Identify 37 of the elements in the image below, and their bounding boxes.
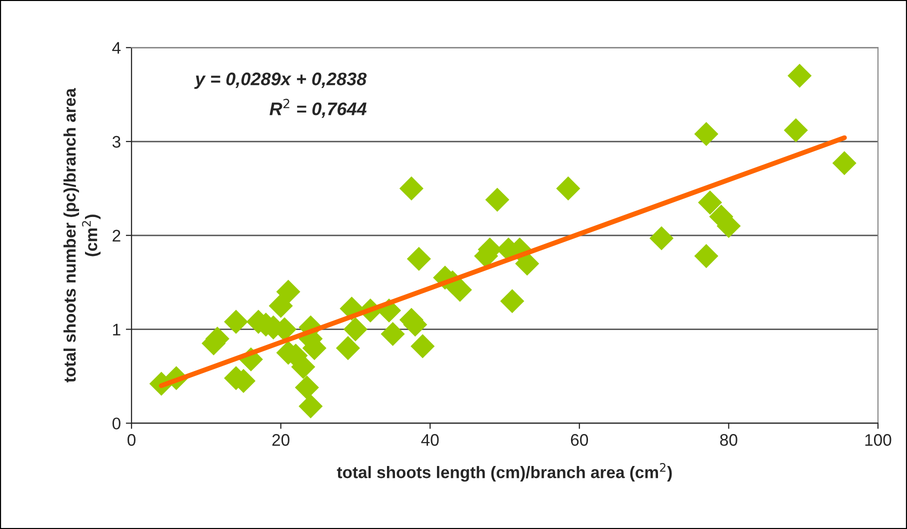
point	[788, 64, 812, 88]
point	[832, 151, 856, 176]
point	[380, 322, 405, 346]
point	[268, 294, 293, 318]
point	[448, 278, 472, 302]
y-tick-label: 0	[112, 418, 120, 430]
y-tick-label: 1	[113, 324, 120, 336]
point	[694, 122, 718, 146]
y-tick-label: 4	[112, 42, 121, 54]
point	[294, 375, 319, 400]
point	[784, 118, 808, 142]
annotation: R$^{2}$ = 0,7644	[270, 98, 367, 118]
point	[276, 280, 300, 304]
point	[343, 317, 368, 342]
point	[698, 190, 722, 215]
point	[649, 226, 674, 250]
point	[694, 244, 718, 268]
point	[485, 188, 510, 212]
x-axis-title: total shoots length (cm)/branch area (cm$^{2}$)	[336, 463, 672, 482]
point	[410, 334, 435, 358]
point	[406, 246, 431, 271]
point	[500, 289, 524, 314]
x-tick-label: 80	[720, 434, 738, 446]
point	[224, 310, 248, 334]
x-tick-label: 100	[865, 434, 892, 446]
point	[556, 176, 580, 200]
x-tick-label: 20	[272, 434, 290, 446]
point	[399, 176, 424, 200]
x-tick-label: 0	[128, 434, 136, 446]
x-tick-label: 40	[421, 434, 439, 446]
y-tick-label: 2	[112, 230, 120, 242]
x-tick-label: 60	[570, 434, 588, 446]
y-tick-label: 3	[112, 136, 120, 148]
point	[298, 394, 323, 418]
point	[336, 336, 360, 360]
annotation: y = 0,0289x + 0,2838	[194, 72, 367, 89]
y-axis-title: total shoots number (pc)/branch area (cm$^{2}$)	[63, 88, 101, 382]
